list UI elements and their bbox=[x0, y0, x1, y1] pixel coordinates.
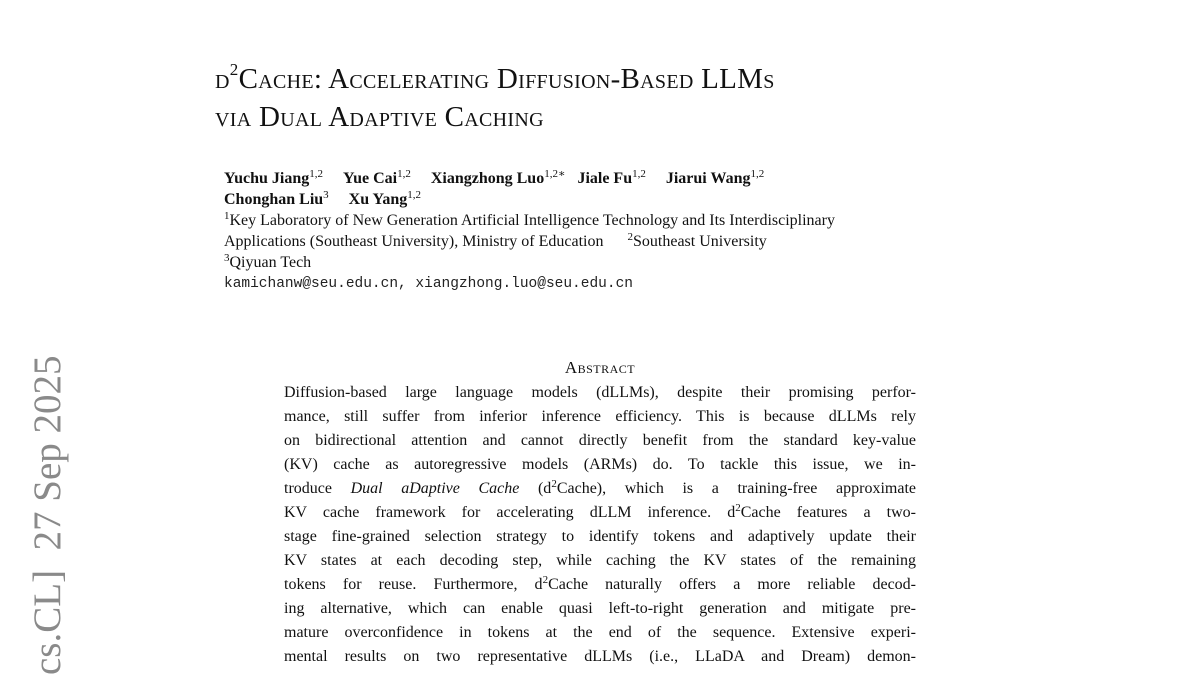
affiliation-3: 3Qiyuan Tech bbox=[224, 252, 835, 273]
text: Cache), which is a training-free approxi… bbox=[556, 480, 916, 497]
abstract-line: troduce Dual aDaptive Cache (d2Cache), w… bbox=[284, 477, 916, 501]
paper-title: d2Cache: Accelerating Diffusion-Based LL… bbox=[215, 60, 775, 136]
abstract-line: mental results on two representative dLL… bbox=[284, 648, 916, 665]
abstract-line: ing alternative, which can enable quasi … bbox=[284, 600, 916, 617]
abstract-body: Diffusion-based large language models (d… bbox=[284, 381, 916, 669]
aff-num: 2 bbox=[627, 231, 634, 243]
abstract-line: on bidirectional attention and cannot di… bbox=[284, 432, 916, 449]
author-aff: 1,2 bbox=[397, 168, 411, 180]
aff-text: Key Laboratory of New Generation Artific… bbox=[229, 212, 835, 229]
aff-text: Southeast University bbox=[633, 233, 767, 250]
author: Yuchu Jiang bbox=[224, 170, 310, 187]
author: Jiale Fu bbox=[577, 170, 633, 187]
abstract-heading: Abstract bbox=[564, 358, 636, 377]
text: Cache features a two- bbox=[740, 504, 917, 521]
author: Chonghan Liu bbox=[224, 191, 324, 208]
aff-text: Applications (Southeast University), Min… bbox=[224, 233, 604, 250]
emails[interactable]: kamichanw@seu.edu.cn, xiangzhong.luo@seu… bbox=[224, 276, 633, 292]
text: KV cache framework for accelerating dLLM… bbox=[284, 504, 736, 521]
abstract-line: mature overconfidence in tokens at the e… bbox=[284, 624, 916, 641]
sup: 2 bbox=[735, 502, 741, 514]
title-sup: 2 bbox=[229, 60, 239, 79]
aff-num: 1 bbox=[224, 210, 230, 222]
emph-text: Dual aDaptive Cache bbox=[350, 480, 520, 497]
author-line-2: Chonghan Liu3 Xu Yang1,2 bbox=[224, 189, 835, 210]
abstract-line: KV cache framework for accelerating dLLM… bbox=[284, 501, 916, 525]
author-aff: 1,2 bbox=[750, 168, 765, 180]
abstract-line: Diffusion-based large language models (d… bbox=[284, 384, 916, 401]
author-aff: 3 bbox=[323, 189, 329, 201]
affiliation-1-cont: Applications (Southeast University), Min… bbox=[224, 231, 835, 252]
abstract-line: tokens for reuse. Furthermore, d2Cache n… bbox=[284, 573, 916, 597]
author: Yue Cai bbox=[342, 170, 398, 187]
title-d: d bbox=[215, 63, 230, 95]
abstract-line: stage fine-grained selection strategy to… bbox=[284, 528, 916, 545]
author: Xiangzhong Luo bbox=[430, 170, 545, 187]
author-block: Yuchu Jiang1,2 Yue Cai1,2 Xiangzhong Luo… bbox=[224, 168, 835, 295]
author-aff: 1,2 bbox=[309, 168, 323, 180]
sup: 2 bbox=[542, 574, 549, 586]
sup: 2 bbox=[551, 478, 557, 490]
author-aff: 1,2∗ bbox=[544, 168, 566, 180]
text: (d bbox=[519, 480, 552, 497]
author: Jiarui Wang bbox=[665, 170, 751, 187]
text: Cache naturally offers a more reliable d… bbox=[548, 576, 916, 593]
title-line2: via Dual Adaptive Caching bbox=[215, 101, 544, 133]
author-line-1: Yuchu Jiang1,2 Yue Cai1,2 Xiangzhong Luo… bbox=[224, 168, 835, 189]
text: troduce bbox=[284, 480, 351, 497]
aff-text: Qiyuan Tech bbox=[229, 254, 312, 271]
abstract-line: (KV) cache as autoregressive models (ARM… bbox=[284, 456, 916, 473]
title-line1: Cache: Accelerating Diffusion-Based LLMs bbox=[238, 63, 775, 95]
author: Xu Yang bbox=[348, 191, 408, 208]
abstract-line: KV states at each decoding step, while c… bbox=[284, 552, 916, 569]
author-aff: 1,2 bbox=[407, 189, 421, 201]
aff-num: 3 bbox=[224, 252, 230, 264]
arxiv-stamp: cs.CL] 27 Sep 2025 bbox=[22, 330, 82, 675]
arxiv-stamp-text: cs.CL] 27 Sep 2025 bbox=[26, 355, 69, 675]
abstract-line: mance, still suffer from inferior infere… bbox=[284, 408, 916, 425]
author-aff: 1,2 bbox=[632, 168, 646, 180]
affiliation-1: 1Key Laboratory of New Generation Artifi… bbox=[224, 210, 835, 231]
text: tokens for reuse. Furthermore, d bbox=[284, 576, 543, 593]
